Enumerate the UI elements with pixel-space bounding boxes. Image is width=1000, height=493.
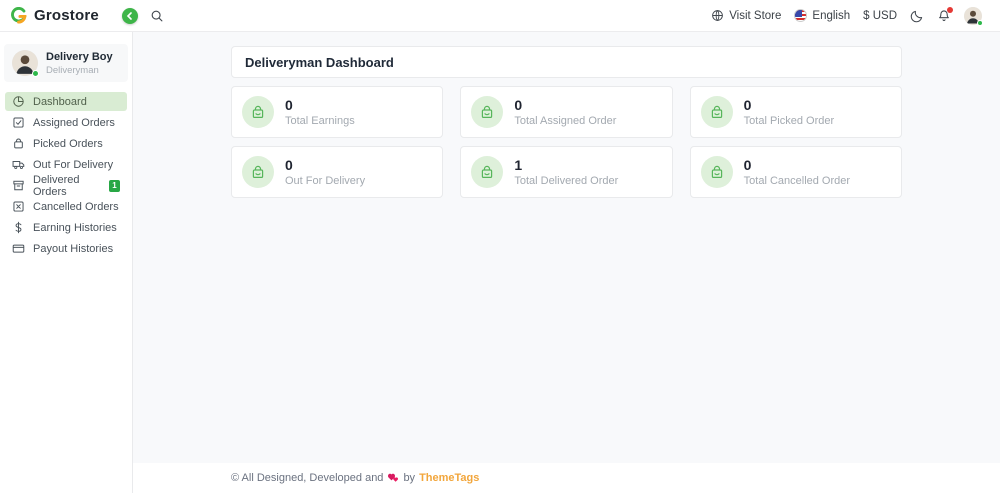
visit-store-link[interactable]: Visit Store	[711, 9, 781, 22]
shopping-bag-icon	[252, 165, 264, 179]
stat-card-out-for-delivery: 0 Out For Delivery	[231, 146, 444, 198]
shopping-bag-icon	[711, 165, 722, 179]
sidebar-item-label: Delivered Orders	[33, 173, 80, 198]
stat-value: 0	[743, 97, 752, 114]
sidebar-profile[interactable]: Delivery Boy Deliveryman	[4, 44, 128, 82]
profile-role: Deliveryman	[46, 64, 99, 76]
grostore-logo-icon	[10, 6, 28, 25]
sidebar-item-payout-histories[interactable]: Payout Histories	[5, 239, 127, 258]
stat-label: Total Cancelled Order	[743, 174, 851, 187]
stat-value: 0	[285, 97, 293, 114]
stat-icon-circle	[242, 96, 274, 128]
sidebar-menu: Dashboard Assigned Orders Picked Orders	[0, 88, 132, 262]
credit-card-icon	[12, 244, 25, 253]
sidebar-collapse-button[interactable]	[122, 8, 138, 24]
notifications-button[interactable]	[937, 6, 953, 23]
stat-card-total-cancelled-order: 0 Total Cancelled Order	[689, 146, 902, 198]
moon-icon	[910, 10, 923, 22]
online-status-dot	[977, 19, 983, 26]
sidebar-item-label: Assigned Orders	[33, 116, 115, 129]
bag-icon	[14, 138, 23, 149]
sidebar-item-label: Dashboard	[33, 95, 87, 108]
sidebar-item-cancelled-orders[interactable]: Cancelled Orders	[5, 197, 127, 216]
footer-brand-link[interactable]: ThemeTags	[419, 472, 480, 484]
page-title-card: Deliveryman Dashboard	[231, 46, 902, 78]
stat-card-total-earnings: 0 Total Earnings	[231, 86, 444, 138]
chevron-left-icon	[126, 12, 132, 20]
sidebar-item-label: Cancelled Orders	[33, 200, 119, 213]
sidebar-item-delivered-orders[interactable]: Delivered Orders 1	[5, 173, 127, 198]
sidebar-item-out-for-delivery[interactable]: Out For Delivery	[5, 155, 127, 174]
shopping-bag-icon	[252, 105, 264, 119]
stat-icon-circle	[700, 156, 733, 188]
stat-value: 0	[743, 157, 752, 174]
sidebar-item-picked-orders[interactable]: Picked Orders	[5, 134, 127, 153]
stat-value: 1	[514, 157, 523, 174]
footer-by: by	[403, 472, 416, 484]
sidebar-item-assigned-orders[interactable]: Assigned Orders	[5, 113, 127, 132]
sidebar-item-earning-histories[interactable]: Earning Histories	[5, 218, 127, 237]
us-flag-icon	[794, 9, 808, 22]
header-actions: Visit Store English $ USD	[711, 6, 1000, 26]
main-content: Deliveryman Dashboard 0 Total Earnings	[133, 32, 1000, 493]
profile-name: Delivery Boy	[46, 51, 113, 64]
stat-label: Out For Delivery	[285, 174, 366, 187]
shopping-bag-icon	[482, 105, 493, 119]
top-header: Grostore Visit Store English $ USD	[0, 0, 1000, 32]
brand-logo[interactable]: Grostore	[0, 6, 120, 25]
user-avatar[interactable]	[964, 6, 983, 26]
bell-icon	[939, 9, 949, 21]
online-status-dot	[32, 70, 39, 77]
globe-icon	[712, 10, 724, 21]
footer-text: © All Designed, Developed and	[231, 472, 384, 484]
check-square-icon	[13, 117, 24, 128]
hearts-icon	[388, 473, 399, 482]
language-selector[interactable]: English	[794, 9, 850, 22]
stat-label: Total Picked Order	[743, 114, 835, 127]
stat-value: 0	[514, 97, 523, 114]
sidebar-item-label: Out For Delivery	[33, 158, 114, 171]
stat-label: Total Assigned Order	[514, 114, 617, 127]
x-square-icon	[13, 201, 24, 212]
currency-label: $ USD	[863, 9, 897, 22]
sidebar-item-label: Earning Histories	[33, 221, 117, 234]
sidebar-item-label: Payout Histories	[33, 242, 114, 255]
stat-label: Total Earnings	[285, 114, 355, 127]
footer: © All Designed, Developed and by ThemeTa…	[133, 463, 1000, 493]
stat-value: 0	[285, 157, 293, 174]
stat-icon-circle	[242, 156, 274, 188]
search-icon	[151, 10, 163, 21]
sidebar: Delivery Boy Deliveryman Dashboard Assig…	[0, 32, 133, 493]
truck-icon	[12, 161, 25, 170]
sidebar-item-dashboard[interactable]: Dashboard	[5, 92, 127, 111]
sidebar-item-label: Picked Orders	[33, 137, 103, 150]
stat-icon-circle	[471, 156, 504, 188]
profile-avatar	[12, 50, 39, 77]
currency-selector[interactable]: $ USD	[863, 10, 897, 22]
stat-card-total-assigned-order: 0 Total Assigned Order	[460, 86, 673, 138]
search-button[interactable]	[150, 9, 164, 23]
shopping-bag-icon	[711, 105, 722, 119]
box-icon	[13, 180, 24, 191]
stat-icon-circle	[700, 96, 733, 128]
stat-icon-circle	[471, 96, 504, 128]
stat-card-total-delivered-order: 1 Total Delivered Order	[460, 146, 673, 198]
notification-badge-dot	[947, 6, 953, 13]
stat-card-total-picked-order: 0 Total Picked Order	[689, 86, 902, 138]
stat-label: Total Delivered Order	[514, 174, 619, 187]
pie-chart-icon	[13, 96, 24, 107]
dollar-icon	[15, 221, 22, 234]
avatar-person-icon	[12, 50, 38, 76]
stats-grid: 0 Total Earnings 0 Total Assig	[231, 86, 902, 198]
visit-store-label: Visit Store	[729, 9, 782, 22]
dark-mode-toggle[interactable]	[910, 9, 924, 23]
page-title: Deliveryman Dashboard	[245, 54, 394, 70]
shopping-bag-icon	[482, 165, 493, 179]
brand-name: Grostore	[34, 7, 99, 24]
delivered-orders-count-badge: 1	[109, 179, 120, 192]
language-label: English	[812, 9, 851, 22]
